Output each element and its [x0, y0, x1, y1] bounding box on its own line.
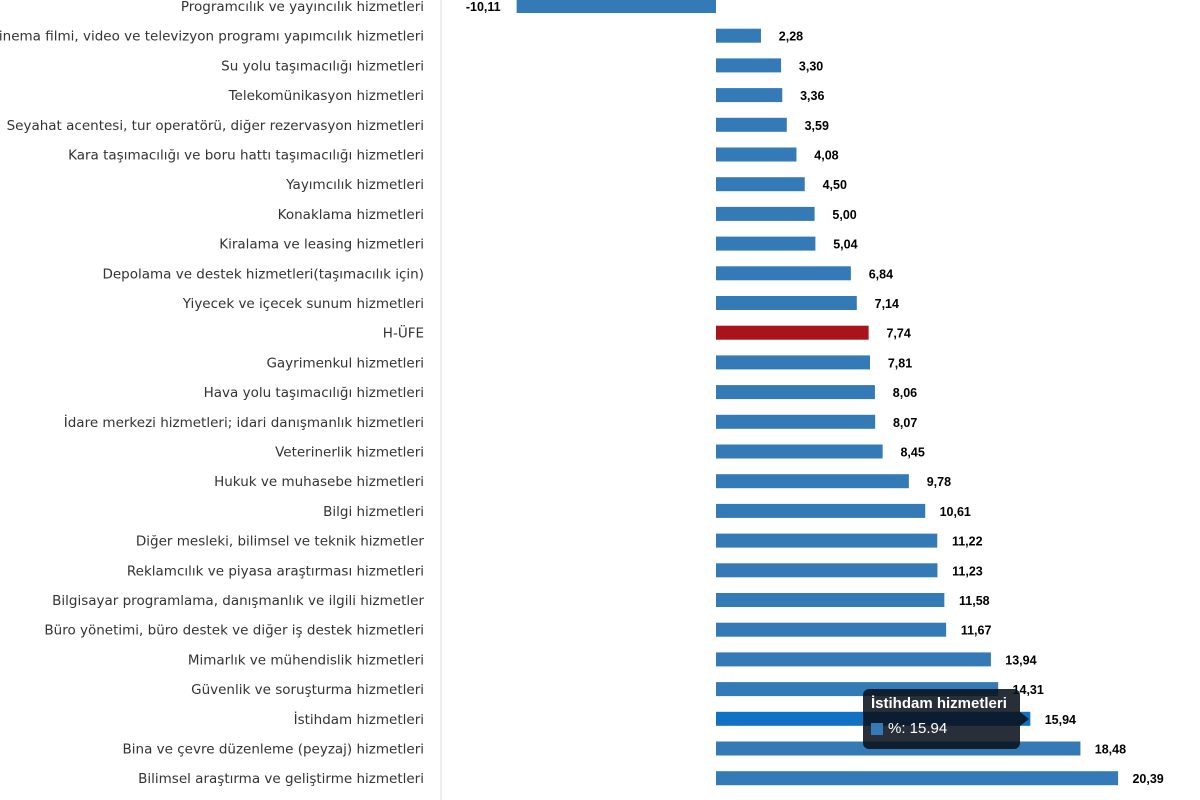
bar[interactable] [716, 355, 871, 370]
data-label: 3,30 [799, 59, 823, 73]
category-label: Seyahat acentesi, tur operatörü, diğer r… [7, 118, 424, 134]
bar[interactable] [716, 58, 782, 73]
category-label: Bilgisayar programlama, danışmanlık ve i… [52, 593, 424, 609]
data-label: -10,11 [466, 0, 501, 14]
bar[interactable] [716, 771, 1119, 786]
data-label: 4,50 [823, 178, 847, 192]
bar[interactable] [716, 88, 783, 103]
data-label: 4,08 [814, 149, 838, 163]
category-label: Su yolu taşımacılığı hizmetleri [221, 58, 424, 74]
bar[interactable] [716, 236, 816, 251]
data-label: 7,74 [886, 327, 910, 341]
data-label: 11,23 [952, 564, 983, 578]
bar[interactable] [716, 266, 851, 281]
category-label: İstihdam hizmetleri [294, 710, 424, 728]
data-label: 9,78 [927, 475, 951, 489]
data-label: 6,84 [869, 267, 893, 281]
category-label: Diğer mesleki, bilimsel ve teknik hizmet… [136, 534, 425, 550]
category-label: Hukuk ve muhasebe hizmetleri [214, 474, 424, 490]
data-label: 10,61 [940, 505, 971, 519]
category-label: Hava yolu taşımacılığı hizmetleri [204, 385, 424, 401]
bar[interactable] [716, 147, 797, 162]
bar[interactable] [716, 474, 909, 489]
category-label: Reklamcılık ve piyasa araştırması hizmet… [127, 563, 424, 579]
data-label: 18,48 [1095, 743, 1126, 757]
bar[interactable] [716, 622, 947, 637]
bar[interactable] [716, 177, 805, 192]
category-label: İdare merkezi hizmetleri; idari danışman… [64, 413, 424, 431]
bar[interactable] [716, 652, 991, 667]
bar[interactable] [716, 206, 815, 221]
data-label: 11,22 [952, 535, 983, 549]
tooltip-value: %: 15.94 [888, 720, 948, 737]
bar[interactable] [716, 28, 761, 43]
data-label: 15,94 [1045, 713, 1076, 727]
data-label: 8,45 [900, 446, 924, 460]
data-label: 20,39 [1132, 772, 1163, 786]
bar[interactable] [716, 563, 938, 578]
bar[interactable] [716, 325, 869, 340]
data-label: 3,36 [800, 89, 824, 103]
bar[interactable] [716, 117, 787, 132]
data-label: 14,31 [1013, 683, 1044, 697]
bar[interactable] [716, 444, 883, 459]
tooltip-swatch [871, 722, 883, 735]
bar[interactable] [716, 503, 926, 518]
category-label: Bilimsel araştırma ve geliştirme hizmetl… [138, 771, 424, 787]
tooltip-title: İstihdam hizmetleri [871, 695, 1007, 712]
category-label: Bina ve çevre düzenleme (peyzaj) hizmetl… [123, 742, 424, 758]
category-label: Yayımcılık hizmetleri [285, 177, 424, 193]
category-label: Sinema filmi, video ve televizyon progra… [0, 29, 424, 45]
data-label: 8,06 [893, 386, 917, 400]
bar[interactable] [716, 385, 875, 400]
bar[interactable] [716, 593, 945, 607]
category-label: Gayrimenkul hizmetleri [266, 355, 424, 371]
data-label: 5,00 [832, 208, 856, 222]
data-label: 5,04 [833, 238, 857, 252]
data-label: 11,67 [961, 624, 992, 638]
bar[interactable] [716, 296, 857, 310]
category-label: Konaklama hizmetleri [278, 207, 424, 223]
data-label: 11,58 [959, 594, 990, 608]
category-label: Yiyecek ve içecek sunum hizmetleri [182, 296, 424, 312]
category-label: H-ÜFE [383, 324, 424, 342]
category-label: Programcılık ve yayıncılık hizmetleri [181, 0, 424, 15]
data-label: 2,28 [779, 30, 803, 44]
data-label: 3,59 [805, 119, 829, 133]
bar[interactable] [716, 414, 876, 429]
category-label: Kara taşımacılığı ve boru hattı taşımacı… [68, 148, 424, 164]
category-label: Telekomünikasyon hizmetleri [228, 88, 424, 104]
category-label: Veterinerlik hizmetleri [275, 445, 424, 461]
data-label: 7,14 [875, 297, 899, 311]
category-label: Güvenlik ve soruşturma hizmetleri [191, 682, 424, 698]
bar[interactable] [516, 0, 716, 13]
category-label: Mimarlık ve mühendislik hizmetleri [188, 652, 424, 668]
category-label: Kiralama ve leasing hizmetleri [219, 237, 424, 253]
category-label: Depolama ve destek hizmetleri(taşımacılı… [102, 266, 424, 282]
tooltip: İstihdam hizmetleri %: 15.94 [863, 689, 1029, 749]
data-label: 7,81 [888, 356, 912, 370]
data-label: 13,94 [1005, 653, 1036, 667]
category-label: Bilgi hizmetleri [323, 504, 424, 520]
category-label: Büro yönetimi, büro destek ve diğer iş d… [44, 623, 424, 639]
bar[interactable] [716, 533, 938, 548]
data-label: 8,07 [893, 416, 917, 430]
